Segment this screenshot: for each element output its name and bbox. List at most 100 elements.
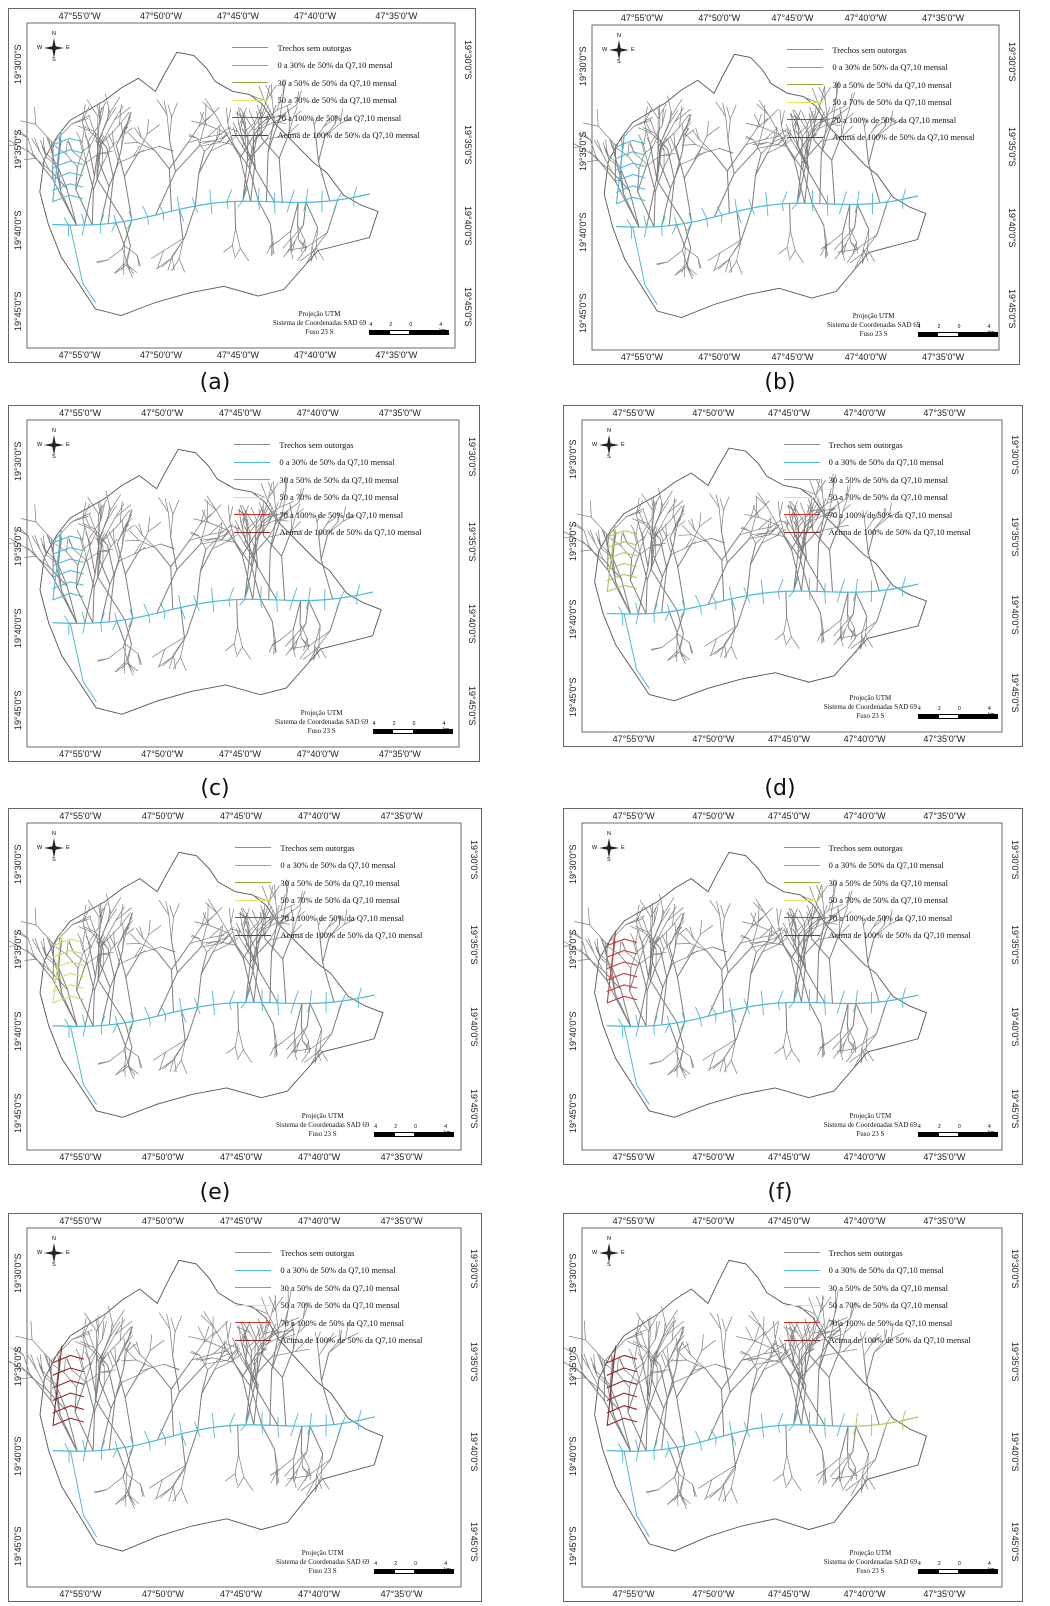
latitude-tick-left: 19°35'0"S [568, 521, 578, 561]
stream-segment [314, 1459, 331, 1481]
stream-segment [756, 113, 762, 129]
stream-segment [662, 490, 673, 507]
stream-segment [290, 1002, 295, 1014]
legend-entry: Acima de 100% de 50% da Q7,10 mensal [235, 927, 422, 945]
stream-segment [96, 178, 125, 223]
stream-segment [134, 950, 146, 958]
legend-label: 0 a 30% de 50% da Q7,10 mensal [828, 457, 944, 468]
stream-segment [593, 940, 599, 953]
stream-segment [756, 118, 768, 129]
stream-segment [121, 260, 127, 271]
stream-segment [660, 137, 666, 149]
stream-segment [802, 168, 813, 204]
stream-segment [683, 122, 692, 132]
stream-segment [277, 103, 292, 111]
stream-segment [673, 525, 676, 543]
longitude-tick-top: 47°40'0"W [843, 1216, 886, 1226]
stream-segment [758, 517, 778, 526]
stream-segment [815, 913, 821, 929]
stream-segment [56, 1366, 60, 1386]
stream-segment [755, 940, 769, 953]
stream-segment [756, 924, 777, 934]
map-canvas [564, 822, 1003, 1151]
stream-segment [730, 1041, 736, 1061]
stream-segment [267, 506, 273, 518]
stream-segment [108, 531, 115, 544]
stream-segment [238, 1454, 245, 1478]
stream-segment [643, 215, 647, 228]
stream-segment [238, 112, 246, 126]
stream-segment [298, 487, 305, 503]
stream-segment [169, 116, 172, 140]
stream-segment [645, 1449, 655, 1452]
stream-segment [621, 940, 627, 953]
stream-segment [357, 1409, 362, 1422]
stream-segment [667, 95, 673, 116]
stream-segment [250, 1355, 273, 1381]
stream-segment [290, 909, 294, 919]
stream-segment [743, 998, 748, 1008]
stream-segment [115, 145, 125, 177]
stream-segment [100, 124, 120, 145]
stream-segment [655, 1320, 658, 1340]
stream-segment [267, 900, 279, 920]
stream-segment [82, 921, 90, 944]
stream-segment [97, 944, 101, 963]
stream-segment [676, 1445, 686, 1448]
stream-segment [901, 996, 911, 1000]
stream-segment [99, 961, 111, 989]
stream-segment [794, 250, 804, 264]
stream-segment [271, 1331, 286, 1371]
stream-segment [317, 1424, 327, 1427]
stream-segment [686, 113, 692, 129]
stream-segment [759, 1357, 782, 1363]
stream-segment [309, 1052, 318, 1068]
scale-label: 0 [957, 324, 961, 330]
stream-segment [707, 972, 729, 1017]
stream-segment [678, 534, 692, 536]
stream-segment [842, 499, 848, 512]
stream-segment [576, 1354, 584, 1374]
stream-segment [763, 1351, 774, 1370]
stream-segment [821, 1449, 825, 1471]
stream-segment [173, 1059, 182, 1073]
stream-segment [714, 1363, 732, 1370]
latitude-tick-left: 19°35'0"S [568, 929, 578, 970]
stream-segment [746, 595, 750, 603]
stream-segment [30, 1320, 33, 1341]
stream-segment [717, 1313, 722, 1330]
stream-segment [282, 958, 287, 1004]
stream-segment [752, 940, 765, 945]
longitude-tick-top: 47°45'0"W [217, 11, 260, 21]
stream-segment [838, 924, 850, 936]
stream-segment [304, 239, 307, 252]
legend-entry: Trechos sem outorgas [232, 39, 419, 57]
stream-segment [212, 935, 222, 953]
stream-segment [790, 133, 799, 147]
panel-caption: (a) [199, 370, 231, 395]
stream-segment [615, 139, 634, 148]
stream-segment [713, 214, 723, 218]
stream-segment [317, 1033, 332, 1053]
stream-segment [623, 972, 638, 978]
stream-segment [762, 935, 772, 953]
stream-segment [667, 906, 677, 921]
stream-segment [806, 559, 826, 593]
stream-segment [33, 552, 54, 578]
stream-segment [52, 527, 63, 601]
stream-segment [47, 937, 53, 952]
stream-segment [758, 100, 769, 116]
stream-segment [772, 1343, 785, 1349]
stream-segment [636, 669, 650, 689]
stream-segment [296, 911, 305, 919]
longitude-tick-top: 47°35'0"W [380, 1216, 423, 1226]
stream-segment [836, 1425, 841, 1437]
stream-segment [200, 540, 222, 545]
stream-segment [715, 494, 720, 509]
stream-segment [27, 1355, 37, 1371]
stream-segment [256, 110, 259, 122]
stream-segment [30, 1354, 37, 1371]
stream-segment [200, 518, 208, 545]
stream-segment [751, 943, 773, 948]
